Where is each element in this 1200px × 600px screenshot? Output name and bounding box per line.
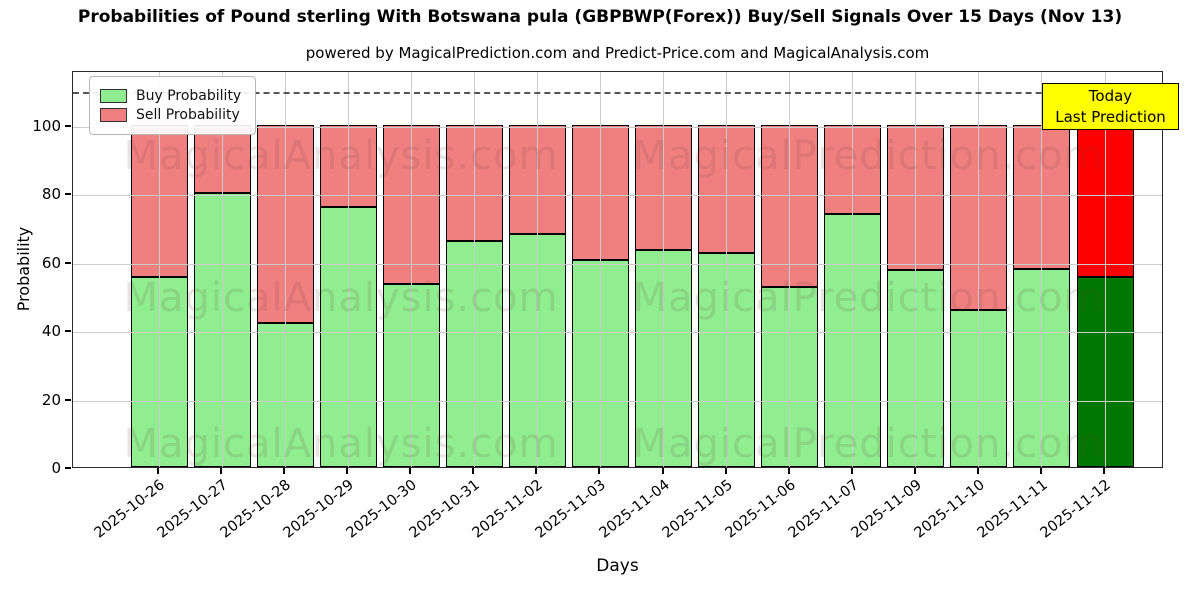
- vertical-gridline: [915, 72, 917, 467]
- x-tick-mark: [1039, 468, 1042, 474]
- legend: Buy Probability Sell Probability: [89, 76, 257, 135]
- legend-item-buy: Buy Probability: [100, 88, 241, 104]
- x-tick-mark: [157, 468, 159, 474]
- buy-swatch: [100, 89, 127, 103]
- x-tick-mark: [220, 468, 223, 474]
- x-tick-mark: [661, 468, 664, 474]
- x-tick-mark: [598, 468, 601, 474]
- plot-area: MagicalAnalysis.com MagicalPrediction.com…: [72, 71, 1179, 468]
- chart-subtitle: powered by MagicalPrediction.com and Pre…: [305, 44, 930, 62]
- vertical-gridline: [347, 72, 349, 467]
- y-tick-label: 0: [51, 459, 61, 477]
- vertical-gridline: [852, 72, 854, 467]
- y-tick-label: 60: [41, 253, 61, 272]
- threshold-dashed-line: [73, 91, 1162, 94]
- vertical-gridline: [410, 72, 412, 467]
- x-tick-mark: [913, 468, 916, 474]
- horizontal-gridline: [73, 263, 1162, 265]
- horizontal-gridline: [73, 332, 1162, 334]
- vertical-gridline: [473, 72, 475, 467]
- x-tick-mark: [409, 468, 412, 474]
- vertical-gridline: [284, 72, 286, 467]
- y-tick-mark: [65, 467, 71, 469]
- watermark-text: MagicalAnalysis.com: [123, 275, 559, 321]
- x-tick-mark: [472, 468, 475, 474]
- y-tick-mark: [65, 398, 71, 401]
- y-tick-label: 80: [41, 185, 61, 204]
- x-tick-mark: [535, 468, 538, 474]
- y-tick-mark: [65, 261, 71, 264]
- legend-item-sell: Sell Probability: [100, 107, 241, 123]
- today-annotation-line1: Today: [1088, 86, 1133, 105]
- legend-sell-label: Sell Probability: [136, 107, 240, 123]
- x-tick-mark: [1103, 468, 1106, 474]
- watermark-text: MagicalAnalysis.com: [123, 133, 559, 179]
- chart-title: Probabilities of Pound sterling With Bot…: [77, 7, 1123, 27]
- vertical-gridline: [158, 72, 160, 467]
- watermark-text: MagicalPrediction.com: [632, 133, 1104, 179]
- vertical-gridline: [536, 72, 538, 467]
- sell-swatch: [100, 108, 127, 122]
- y-tick-label: 20: [41, 390, 61, 409]
- vertical-gridline: [1104, 72, 1106, 467]
- today-annotation: Today Last Prediction: [1042, 83, 1179, 130]
- x-axis-label: Days: [596, 556, 639, 576]
- x-tick-mark: [283, 468, 286, 474]
- y-tick-mark: [65, 193, 71, 196]
- y-tick-label: 40: [41, 322, 61, 341]
- watermark-text: MagicalAnalysis.com: [123, 421, 559, 467]
- y-tick-mark: [65, 124, 71, 127]
- x-tick-mark: [346, 468, 349, 474]
- x-tick-mark: [787, 468, 790, 474]
- today-annotation-line2: Last Prediction: [1055, 107, 1166, 126]
- y-tick-label: 100: [32, 116, 61, 135]
- vertical-gridline: [789, 72, 791, 467]
- watermark-text: MagicalPrediction.com: [632, 421, 1104, 467]
- watermark-text: MagicalPrediction.com: [632, 275, 1104, 321]
- vertical-gridline: [221, 72, 223, 467]
- x-tick-mark: [724, 468, 727, 474]
- legend-buy-label: Buy Probability: [136, 88, 242, 104]
- vertical-gridline: [1041, 72, 1043, 467]
- horizontal-gridline: [73, 126, 1162, 128]
- vertical-gridline: [726, 72, 728, 467]
- vertical-gridline: [978, 72, 980, 467]
- horizontal-gridline: [73, 400, 1162, 402]
- x-tick-mark: [850, 468, 853, 474]
- horizontal-gridline: [73, 195, 1162, 197]
- x-tick-mark: [976, 468, 979, 474]
- vertical-gridline: [663, 72, 665, 467]
- y-tick-mark: [65, 330, 71, 333]
- vertical-gridline: [599, 72, 601, 467]
